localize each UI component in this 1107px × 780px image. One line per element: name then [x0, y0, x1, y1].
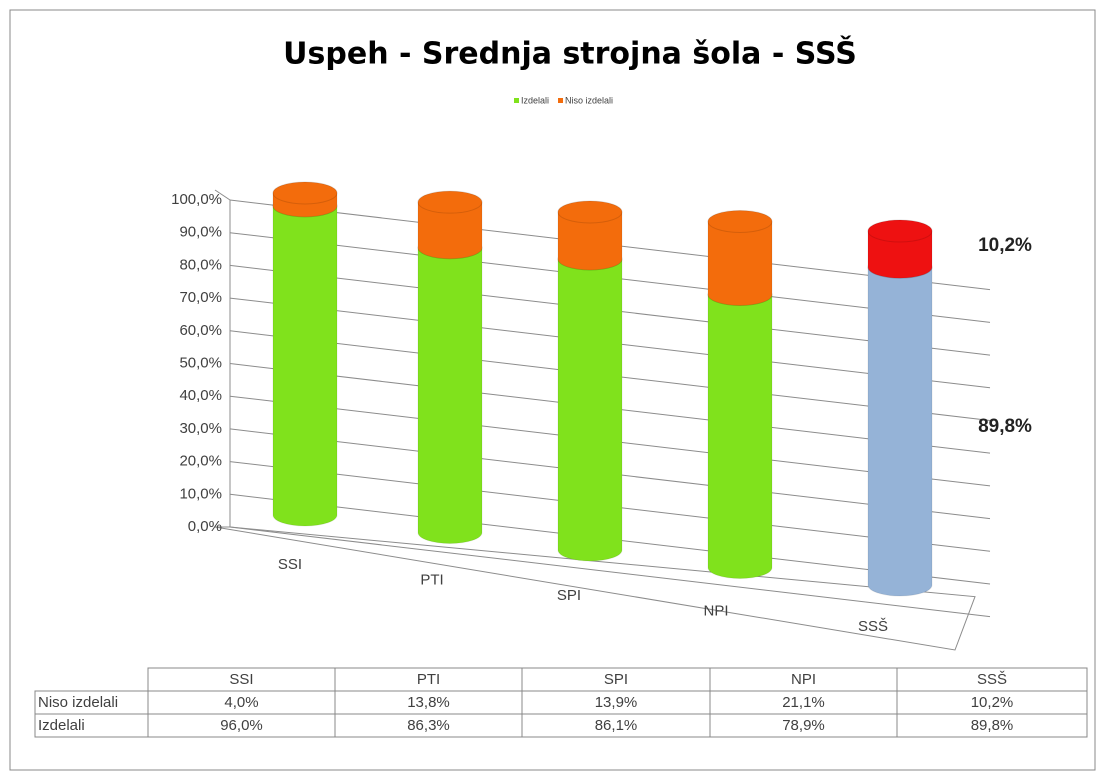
- bar-segment: [417, 201, 483, 260]
- table-header: NPI: [791, 671, 816, 688]
- y-tick-label: 20,0%: [179, 453, 222, 470]
- table-cell: 86,1%: [595, 717, 638, 734]
- table-row-label: Niso izdelali: [38, 694, 118, 711]
- legend-swatch: [514, 98, 519, 103]
- x-tick-label: SSI: [278, 556, 302, 573]
- table-header: PTI: [417, 671, 440, 688]
- y-tick-label: 50,0%: [179, 354, 222, 371]
- legend-label: Niso izdelali: [565, 95, 613, 105]
- table-cell: 21,1%: [782, 694, 825, 711]
- bar-cap: [867, 219, 933, 243]
- y-tick-label: 70,0%: [179, 289, 222, 306]
- bar-segment: [867, 266, 933, 597]
- bar-segment: [272, 205, 338, 527]
- bar-segment: [557, 258, 623, 562]
- x-tick-label: SPI: [557, 587, 581, 604]
- bar-segment: [707, 294, 773, 579]
- legend-swatch: [558, 98, 564, 103]
- table-header: SSŠ: [977, 671, 1007, 688]
- bar-segment: [867, 230, 933, 279]
- bar-segment: [417, 247, 483, 544]
- table-cell: 13,9%: [595, 694, 638, 711]
- chart-title: Uspeh - Srednja strojna šola - SSŠ: [283, 35, 857, 72]
- table-header: SPI: [604, 671, 628, 688]
- grid-line: [229, 526, 991, 618]
- table-cell: 10,2%: [971, 694, 1014, 711]
- x-tick-label: NPI: [703, 602, 728, 619]
- bar-segment: [707, 221, 773, 307]
- table-cell: 89,8%: [971, 717, 1014, 734]
- y-tick-label: 100,0%: [171, 191, 222, 208]
- y-tick-label: 60,0%: [179, 322, 222, 339]
- y-tick-label: 80,0%: [179, 256, 222, 273]
- table-cell: 13,8%: [407, 694, 450, 711]
- y-tick-label: 10,0%: [179, 485, 222, 502]
- bar-cap: [272, 181, 338, 205]
- bar-cap: [557, 200, 623, 224]
- bar-cap: [707, 210, 773, 233]
- table-row-label: Izdelali: [38, 717, 85, 734]
- y-tick-label: 0,0%: [188, 518, 222, 535]
- x-tick-label: SSŠ: [858, 618, 888, 635]
- table-cell: 4,0%: [224, 694, 258, 711]
- table-cell: 78,9%: [782, 717, 825, 734]
- x-tick-label: PTI: [420, 571, 443, 588]
- bar-cap: [417, 190, 483, 214]
- table-header: SSI: [229, 671, 253, 688]
- floor: [214, 526, 976, 651]
- data-label: 10,2%: [978, 235, 1032, 256]
- y-tick-label: 90,0%: [179, 224, 222, 241]
- y-tick-label: 40,0%: [179, 387, 222, 404]
- data-label: 89,8%: [978, 416, 1032, 437]
- legend-label: Izdelali: [521, 95, 549, 105]
- y-tick-label: 30,0%: [179, 420, 222, 437]
- table-cell: 86,3%: [407, 717, 450, 734]
- table-cell: 96,0%: [220, 717, 263, 734]
- bar-segment: [557, 211, 623, 271]
